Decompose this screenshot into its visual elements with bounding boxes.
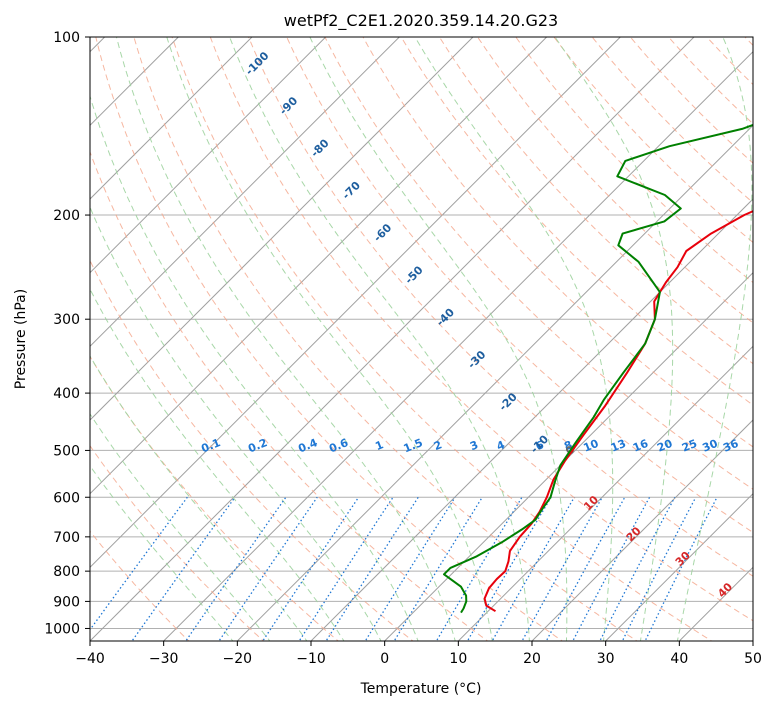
dry-adiabat bbox=[209, 37, 753, 622]
moist-adiabat bbox=[414, 37, 614, 641]
mixing-ratio-label: 2 bbox=[432, 438, 444, 453]
moist-adiabat bbox=[309, 37, 568, 641]
mixing-ratio-label: 25 bbox=[680, 437, 699, 455]
moist-adiabat bbox=[554, 37, 674, 641]
x-tick-label: 10 bbox=[449, 651, 467, 667]
mixing-ratio-label: 3 bbox=[468, 438, 480, 453]
y-tick-label: 300 bbox=[53, 312, 80, 328]
mixing-ratio-label: 8 bbox=[562, 438, 574, 453]
x-tick-label: 50 bbox=[744, 651, 762, 667]
mixing-ratio-line bbox=[644, 496, 718, 641]
x-tick-label: −20 bbox=[223, 651, 253, 667]
y-tick-label: 700 bbox=[53, 530, 80, 546]
mixing-ratio-label: 1 bbox=[373, 438, 385, 453]
dry-adiabat bbox=[247, 37, 753, 577]
isotherm-gridline bbox=[236, 124, 753, 641]
isotherm-gridline bbox=[90, 37, 327, 274]
dry-adiabat bbox=[95, 37, 564, 641]
x-tick-label: −30 bbox=[149, 651, 179, 667]
dry-adiabat bbox=[324, 37, 753, 490]
axes: −40 −30 −20 −10 0 10 20 30 40 50 100 200 300 400 500 60… bbox=[44, 30, 762, 667]
isotherm-gridline bbox=[457, 345, 753, 641]
mixing-ratio-label: 10 bbox=[581, 437, 600, 455]
mixing-ratio-label: 16 bbox=[631, 437, 650, 455]
isotherm-gridline bbox=[90, 37, 474, 421]
y-tick-label: 500 bbox=[53, 443, 80, 459]
plot-frame bbox=[89, 36, 754, 642]
moist-adiabat bbox=[115, 37, 456, 641]
x-tick-label: 40 bbox=[670, 651, 688, 667]
mixing-ratio-line bbox=[621, 496, 697, 641]
y-tick-label: 600 bbox=[53, 490, 80, 506]
chart-title: wetPf2_C2E1.2020.359.14.20.G23 bbox=[284, 11, 558, 31]
mixing-ratio-line bbox=[185, 496, 287, 641]
moist-adiabat bbox=[90, 94, 419, 641]
mixing-ratio-line bbox=[393, 496, 483, 641]
moist-adiabat bbox=[229, 37, 530, 641]
mixing-ratio-line bbox=[325, 496, 419, 641]
mixing-ratio-line bbox=[131, 496, 236, 641]
mixing-ratio-line bbox=[466, 496, 552, 641]
x-axis-label: Temperature (°C) bbox=[360, 681, 482, 697]
y-axis-label: Pressure (hPa) bbox=[13, 289, 29, 389]
x-tick-label: −40 bbox=[75, 651, 105, 667]
x-tick-label: 20 bbox=[523, 651, 541, 667]
dewpoint-profile-line bbox=[443, 123, 753, 614]
isotherm-gridline bbox=[163, 50, 753, 641]
moist-adiabat bbox=[90, 355, 308, 641]
isotherm-gridline bbox=[90, 37, 548, 495]
x-tick-label: 30 bbox=[597, 651, 615, 667]
x-tick-label: −10 bbox=[296, 651, 326, 667]
mixing-ratio-line bbox=[491, 496, 575, 641]
y-tick-label: 800 bbox=[53, 564, 80, 580]
moist-adiabat bbox=[676, 37, 753, 641]
moist-adiabat bbox=[90, 206, 382, 641]
y-tick-label: 100 bbox=[53, 30, 80, 46]
isotherm-gridline bbox=[310, 198, 753, 641]
isotherm-gridline bbox=[605, 492, 753, 641]
mixing-ratio-line bbox=[435, 496, 523, 641]
isotherm-gridline bbox=[90, 37, 400, 348]
mixing-ratio-label: 30 bbox=[701, 437, 720, 455]
mixing-ratio-label: 20 bbox=[655, 437, 674, 455]
y-tick-label: 400 bbox=[53, 386, 80, 402]
mixing-ratio-line bbox=[298, 496, 394, 641]
moist-adiabat bbox=[90, 288, 345, 641]
x-tick-label: 0 bbox=[380, 651, 389, 667]
isotherm-gridline bbox=[384, 271, 753, 641]
y-tick-label: 200 bbox=[53, 208, 80, 224]
dry-adiabat bbox=[90, 150, 489, 641]
y-tick-label: 1000 bbox=[44, 621, 80, 637]
isotherm-gridline bbox=[90, 37, 621, 569]
mixing-ratio-label: 36 bbox=[721, 437, 740, 455]
isotherm-gridline bbox=[90, 37, 695, 641]
temperature-profile-line bbox=[483, 210, 753, 613]
moist-adiabat bbox=[90, 413, 271, 641]
isotherm-gridline bbox=[531, 419, 753, 641]
dry-adiabat bbox=[286, 37, 753, 534]
dry-adiabat bbox=[90, 444, 265, 641]
dry-adiabat bbox=[133, 37, 638, 641]
mixing-ratio-label: 13 bbox=[609, 437, 628, 455]
y-tick-label: 900 bbox=[53, 594, 80, 610]
dry-adiabat bbox=[90, 259, 414, 641]
isotherm-gridline bbox=[90, 37, 253, 200]
moist-adiabat bbox=[90, 465, 234, 641]
dry-adiabat bbox=[515, 37, 753, 284]
dry-adiabat bbox=[90, 355, 339, 641]
